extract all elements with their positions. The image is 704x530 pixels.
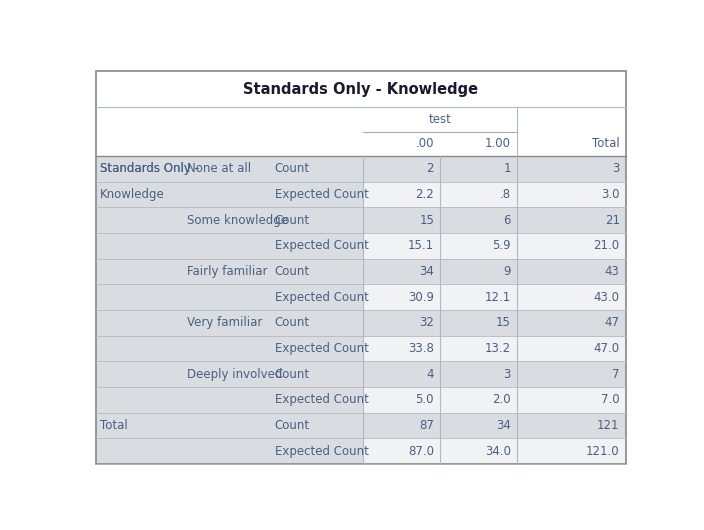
Text: 2.2: 2.2	[415, 188, 434, 201]
Text: Standards Only -: Standards Only -	[100, 163, 199, 175]
Text: 15: 15	[420, 214, 434, 227]
Bar	[96, 233, 363, 259]
Text: 15.1: 15.1	[408, 240, 434, 252]
Text: .8: .8	[500, 188, 511, 201]
Text: Deeply involved: Deeply involved	[187, 368, 282, 381]
Text: Knowledge: Knowledge	[100, 188, 164, 201]
Text: test: test	[429, 113, 452, 126]
Bar	[363, 335, 626, 361]
Bar	[96, 156, 363, 182]
Bar	[363, 310, 626, 335]
Text: Count: Count	[275, 265, 310, 278]
Text: 9: 9	[503, 265, 511, 278]
Text: 34: 34	[496, 419, 511, 432]
Bar	[96, 335, 363, 361]
Text: 21.0: 21.0	[593, 240, 620, 252]
Text: 1: 1	[503, 163, 511, 175]
Text: Very familiar: Very familiar	[187, 316, 263, 329]
Bar	[363, 207, 626, 233]
Text: 30.9: 30.9	[408, 291, 434, 304]
Bar	[96, 413, 363, 438]
Text: 3: 3	[503, 368, 511, 381]
Text: .00: .00	[415, 137, 434, 151]
Text: 34.0: 34.0	[485, 445, 511, 458]
Text: 7: 7	[612, 368, 620, 381]
Bar	[96, 361, 363, 387]
Text: 6: 6	[503, 214, 511, 227]
Text: Fairly familiar: Fairly familiar	[187, 265, 268, 278]
Text: Expected Count: Expected Count	[275, 393, 368, 407]
Bar	[363, 387, 626, 413]
Text: Expected Count: Expected Count	[275, 445, 368, 458]
Text: 4: 4	[427, 368, 434, 381]
Text: 3.0: 3.0	[601, 188, 620, 201]
Text: Count: Count	[275, 214, 310, 227]
Text: 47: 47	[605, 316, 620, 329]
Text: Expected Count: Expected Count	[275, 342, 368, 355]
Text: 13.2: 13.2	[485, 342, 511, 355]
Text: Expected Count: Expected Count	[275, 240, 368, 252]
Text: Standards Only -: Standards Only -	[100, 163, 199, 175]
Bar	[96, 285, 363, 310]
Text: 43: 43	[605, 265, 620, 278]
Bar	[363, 438, 626, 464]
Bar	[96, 259, 363, 285]
Text: 32: 32	[420, 316, 434, 329]
Text: 87.0: 87.0	[408, 445, 434, 458]
Text: Some knowledge: Some knowledge	[187, 214, 288, 227]
Text: 2: 2	[427, 163, 434, 175]
Text: Total: Total	[100, 419, 127, 432]
Bar	[96, 438, 363, 464]
Bar	[96, 132, 626, 156]
Text: 34: 34	[420, 265, 434, 278]
Text: Count: Count	[275, 316, 310, 329]
Bar	[363, 285, 626, 310]
Text: 7.0: 7.0	[601, 393, 620, 407]
Text: 15: 15	[496, 316, 511, 329]
Text: Expected Count: Expected Count	[275, 291, 368, 304]
Bar	[96, 72, 626, 108]
Text: 121.0: 121.0	[586, 445, 620, 458]
Bar	[363, 156, 626, 182]
Text: 3: 3	[612, 163, 620, 175]
Text: 87: 87	[420, 419, 434, 432]
Text: 12.1: 12.1	[485, 291, 511, 304]
Bar	[96, 182, 363, 207]
Text: 1.00: 1.00	[485, 137, 511, 151]
Bar	[96, 387, 363, 413]
Text: 5.9: 5.9	[492, 240, 511, 252]
Text: 47.0: 47.0	[593, 342, 620, 355]
Text: 2.0: 2.0	[492, 393, 511, 407]
Text: 5.0: 5.0	[415, 393, 434, 407]
Bar	[96, 108, 626, 132]
Bar	[96, 310, 363, 335]
Text: 33.8: 33.8	[408, 342, 434, 355]
Bar	[363, 233, 626, 259]
Bar	[96, 207, 363, 233]
Text: 43.0: 43.0	[593, 291, 620, 304]
Text: Expected Count: Expected Count	[275, 188, 368, 201]
Text: None at all: None at all	[187, 163, 251, 175]
Text: Count: Count	[275, 419, 310, 432]
Text: Standards Only - Knowledge: Standards Only - Knowledge	[244, 82, 478, 97]
Bar	[96, 156, 183, 207]
Bar	[363, 361, 626, 387]
Text: 21: 21	[605, 214, 620, 227]
Text: Total: Total	[592, 137, 620, 151]
Text: Count: Count	[275, 368, 310, 381]
Bar	[363, 182, 626, 207]
Text: Count: Count	[275, 163, 310, 175]
Text: 121: 121	[597, 419, 620, 432]
Bar	[363, 413, 626, 438]
Bar	[363, 259, 626, 285]
